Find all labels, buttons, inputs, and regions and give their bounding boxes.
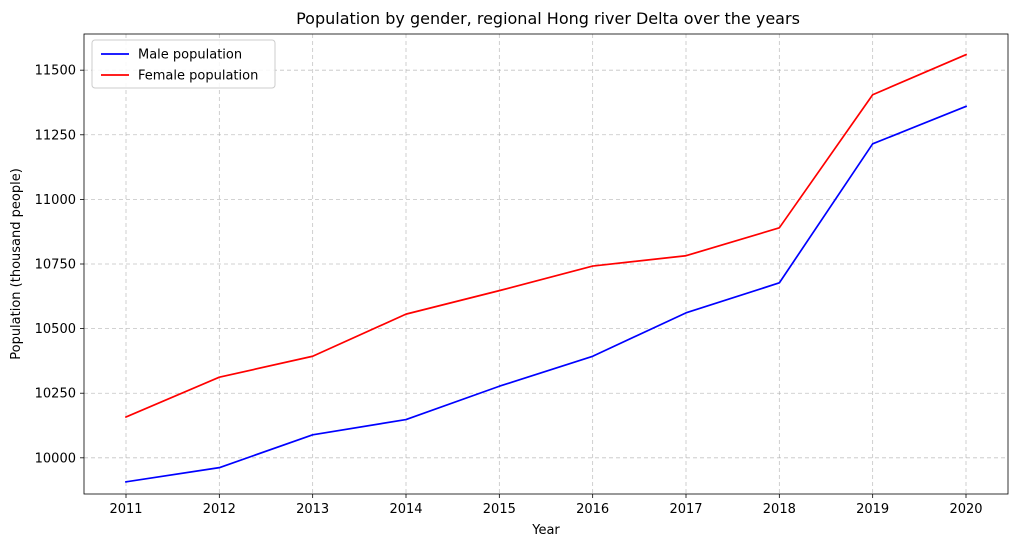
legend-label: Male population xyxy=(138,48,242,63)
legend-label: Female population xyxy=(138,69,258,84)
y-tick-label: 11500 xyxy=(35,64,76,79)
series-line-male xyxy=(125,105,968,483)
y-tick-label: 10000 xyxy=(35,451,76,466)
y-tick-label: 10500 xyxy=(35,322,76,337)
x-tick-label: 2012 xyxy=(203,502,236,517)
y-tick-label: 11000 xyxy=(35,193,76,208)
grid-lines xyxy=(84,34,1008,494)
x-tick-label: 2019 xyxy=(856,502,889,517)
y-tick-label: 11250 xyxy=(35,128,76,143)
y-tick-label: 10250 xyxy=(35,387,76,402)
x-tick-label: 2013 xyxy=(296,502,329,517)
axis-ticks: 2011 2012 2013 2014 2015 2016 2017 2018 2019 2020… xyxy=(35,64,983,517)
legend-box xyxy=(91,39,276,89)
x-axis-label: Year xyxy=(531,523,560,538)
legend: Male population Female population xyxy=(91,39,276,89)
x-tick-label: 2011 xyxy=(109,502,142,517)
x-tick-label: 2014 xyxy=(389,502,422,517)
x-tick-label: 2017 xyxy=(669,502,702,517)
series-line-female xyxy=(124,53,968,419)
x-tick-label: 2020 xyxy=(949,502,982,517)
chart-title: Population by gender, regional Hong rive… xyxy=(296,9,800,28)
x-tick-label: 2018 xyxy=(763,502,796,517)
y-axis-label: Population (thousand people) xyxy=(9,168,24,360)
series-lines xyxy=(124,53,968,483)
x-tick-label: 2016 xyxy=(576,502,609,517)
y-tick-label: 10750 xyxy=(35,258,76,273)
x-tick-label: 2015 xyxy=(483,502,516,517)
